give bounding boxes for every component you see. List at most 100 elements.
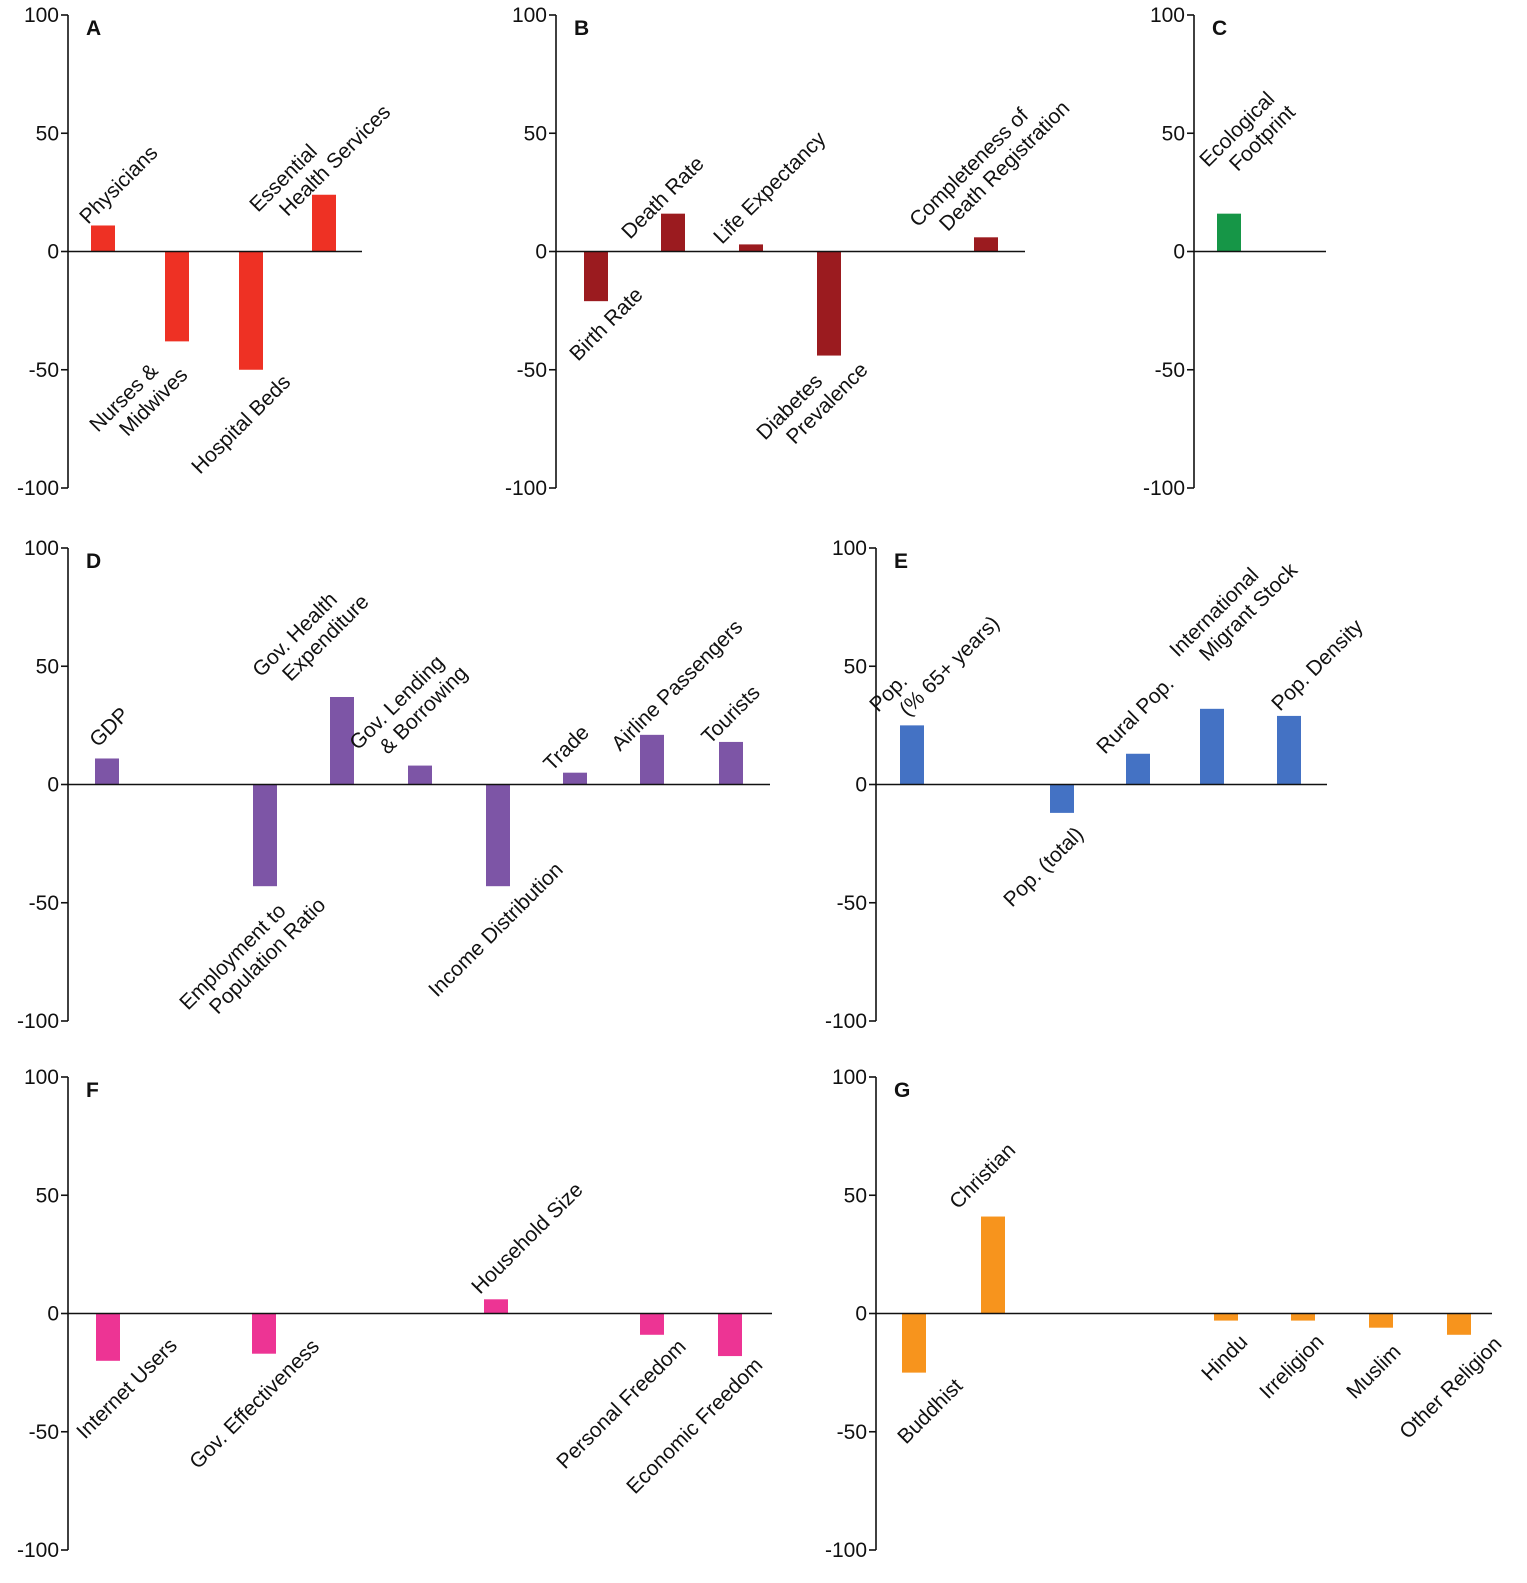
- panel-c-tick-label: 0: [1173, 241, 1185, 264]
- panel-g-letter: G: [894, 1079, 910, 1102]
- bar-pop-density: [1277, 715, 1301, 785]
- bar-household-size: [484, 1299, 508, 1314]
- bar-life-expectancy: [739, 244, 763, 252]
- bar-death-rate: [661, 213, 685, 252]
- panel-b-tick-label: -50: [517, 359, 547, 382]
- bar-hospital-beds: [239, 251, 263, 370]
- bar-label-line: Pop. (total): [999, 823, 1088, 912]
- panel-b-tick-label: -100: [505, 477, 547, 500]
- panel-g-tick-label: 0: [855, 1303, 867, 1326]
- bar-label-christian: Christian: [945, 1139, 1020, 1214]
- bar-label-line: Trade: [539, 721, 594, 776]
- panel-a-tick-label: 50: [36, 122, 59, 145]
- panel-g-tick-label: 50: [844, 1184, 867, 1207]
- panel-b-tick-label: 100: [512, 4, 547, 27]
- panel-c-letter: C: [1212, 17, 1227, 40]
- bar-label-international-migrant-stock: InternationalMigrant Stock: [1165, 541, 1302, 678]
- panel-f-tick-label: -100: [17, 1539, 59, 1562]
- bar-gov-lending-borrowing: [408, 765, 432, 785]
- bar-label-line: Rural Pop.: [1092, 672, 1178, 758]
- bar-other-religion: [1447, 1313, 1471, 1335]
- bar-label-pop-65-years: Pop.(% 65+ years): [865, 595, 1004, 734]
- bar-label-line: Household Size: [467, 1178, 587, 1298]
- panel-g-tick-label: -50: [837, 1421, 867, 1444]
- bar-airline-passengers: [640, 734, 664, 785]
- bar-label-rural-pop: Rural Pop.: [1092, 672, 1178, 758]
- panel-a-tick-label: 0: [47, 241, 59, 264]
- panel-b-letter: B: [574, 17, 589, 40]
- bar-personal-freedom: [640, 1313, 664, 1335]
- bar-label-trade: Trade: [539, 721, 594, 776]
- panel-e-tick-label: 50: [844, 655, 867, 678]
- bar-pop-total: [1050, 784, 1074, 813]
- bar-label-irreligion: Irreligion: [1255, 1330, 1328, 1403]
- bar-label-physicians: Physicians: [75, 141, 162, 228]
- bar-gdp: [95, 758, 119, 785]
- panel-a-tick-label: 100: [24, 4, 59, 27]
- bar-label-employment-to-population-ratio: Employment toPopulation Ratio: [175, 877, 330, 1032]
- bar-label-line: Christian: [945, 1139, 1020, 1214]
- bar-label-internet-users: Internet Users: [72, 1334, 182, 1444]
- bar-label-gdp: GDP: [85, 703, 133, 751]
- panel-e-tick-label: 100: [832, 537, 867, 560]
- panel-a: 100 50 0 -50 -100 A Physicians Nurses &Midwives…: [17, 4, 395, 500]
- panel-e-letter: E: [894, 550, 908, 573]
- panel-d-tick-label: -50: [29, 892, 59, 915]
- bar-label-hindu: Hindu: [1197, 1330, 1252, 1385]
- panel-d-tick-label: 50: [36, 655, 59, 678]
- panel-b-tick-label: 0: [535, 241, 547, 264]
- bar-label-line: Hindu: [1197, 1330, 1252, 1385]
- panel-d-tick-label: -100: [17, 1010, 59, 1033]
- bar-label-buddhist: Buddhist: [893, 1374, 967, 1448]
- panel-c-tick-label: 100: [1150, 4, 1185, 27]
- bar-label-other-religion: Other Religion: [1395, 1332, 1506, 1443]
- panel-c-tick-label: 50: [1162, 122, 1185, 145]
- panel-g-tick-label: -100: [825, 1539, 867, 1562]
- bar-label-line: GDP: [85, 703, 133, 751]
- panel-f-tick-label: -50: [29, 1421, 59, 1444]
- bar-label-line: Internet Users: [72, 1334, 182, 1444]
- bar-label-line: Gov. Effectiveness: [185, 1335, 324, 1474]
- bar-label-tourists: Tourists: [697, 681, 764, 748]
- bar-label-line: Pop. Density: [1267, 615, 1368, 716]
- bar-label-line: Irreligion: [1255, 1330, 1328, 1403]
- bar-label-ecological-footprint: EcologicalFootprint: [1195, 84, 1300, 189]
- bar-label-muslim: Muslim: [1342, 1340, 1405, 1403]
- bar-trade: [563, 772, 587, 785]
- bar-employment-to-population-ratio: [253, 784, 277, 887]
- bar-label-gov-effectiveness: Gov. Effectiveness: [185, 1335, 324, 1474]
- bar-irreligion: [1291, 1313, 1315, 1321]
- panel-f-tick-label: 0: [47, 1303, 59, 1326]
- bar-label-line: Tourists: [697, 681, 764, 748]
- bar-diabetes-prevalence: [817, 251, 841, 356]
- bar-label-pop-total: Pop. (total): [999, 823, 1088, 912]
- bar-label-completeness-of-death-registration: Completeness ofDeath Registration: [905, 80, 1074, 249]
- bar-economic-freedom: [718, 1313, 742, 1357]
- bar-gov-health-expenditure: [330, 696, 354, 785]
- bar-label-nurses-midwives: Nurses &Midwives: [85, 347, 192, 454]
- bar-gov-effectiveness: [252, 1313, 276, 1354]
- panel-a-tick-label: -100: [17, 477, 59, 500]
- bar-internet-users: [96, 1313, 120, 1361]
- panel-c-tick-label: -100: [1143, 477, 1185, 500]
- bar-ecological-footprint: [1217, 213, 1241, 252]
- panel-a-tick-label: -50: [29, 359, 59, 382]
- panel-g-tick-label: 100: [832, 1066, 867, 1089]
- bar-label-line: Life Expectancy: [709, 127, 830, 248]
- bar-label-line: Physicians: [75, 141, 162, 228]
- panel-d: 100 50 0 -50 -100 D GDP Employment toPopulation…: [17, 537, 770, 1033]
- panel-c: 100 50 0 -50 -100 C EcologicalFootprint: [1143, 4, 1326, 500]
- panel-c-tick-label: -50: [1155, 359, 1185, 382]
- bar-income-distribution: [486, 784, 510, 887]
- bar-muslim: [1369, 1313, 1393, 1328]
- bar-physicians: [91, 225, 115, 252]
- panel-e-tick-label: -50: [837, 892, 867, 915]
- panel-f: 100 50 0 -50 -100 F Internet Users Gov. Effecti…: [17, 1066, 772, 1562]
- panel-f-tick-label: 100: [24, 1066, 59, 1089]
- bar-tourists: [719, 741, 743, 785]
- bar-essential-health-services: [312, 194, 336, 252]
- bar-label-line: Other Religion: [1395, 1332, 1506, 1443]
- bar-label-hospital-beds: Hospital Beds: [187, 371, 295, 479]
- bar-label-line: Hospital Beds: [187, 371, 295, 479]
